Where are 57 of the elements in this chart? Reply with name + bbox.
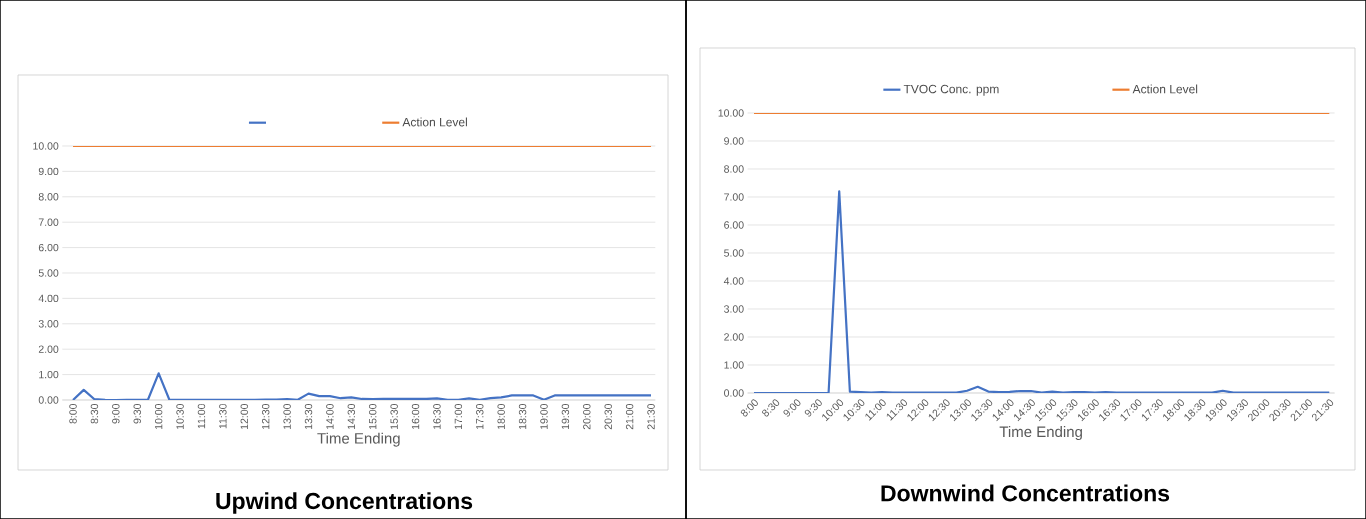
y-tick-label: 9.00: [38, 167, 59, 176]
x-tick-label: 17:00: [454, 403, 463, 429]
y-tick-label: 7.00: [724, 193, 744, 201]
y-tick-label: 3.00: [38, 320, 59, 328]
x-tick-label: 12:30: [261, 403, 270, 429]
y-tick-label: 0.00: [724, 389, 744, 397]
x-tick-label: 18:30: [518, 403, 527, 429]
x-tick-label: 21:00: [625, 403, 634, 430]
y-tick-label: 3.00: [724, 305, 744, 313]
x-tick-label: 11:30: [219, 403, 227, 429]
x-tick-label: 9:30: [133, 403, 141, 424]
x-tick-label: 9:00: [112, 403, 120, 424]
x-tick-label: 11:00: [197, 403, 206, 429]
x-tick-label: 15:00: [369, 403, 377, 429]
y-tick-label: 6.00: [38, 243, 59, 252]
y-tick-label: 6.00: [724, 221, 744, 229]
x-tick-label: 10:00: [154, 403, 163, 429]
x-tick-label: 16:00: [411, 403, 420, 429]
y-tick-label: 2.00: [724, 333, 744, 341]
y-tick-label: 9.00: [724, 137, 744, 145]
legend-label: Action Level: [1132, 84, 1198, 94]
y-tick-label: 5.00: [38, 269, 59, 277]
x-tick-label: 8:00: [69, 403, 77, 424]
y-tick-label: 8.00: [38, 193, 59, 201]
y-tick-label: 0.00: [38, 396, 59, 404]
x-tick-label: 13:00: [283, 403, 291, 429]
x-tick-label: 12:00: [240, 403, 248, 429]
x-tick-label: 14:00: [326, 403, 334, 429]
x-tick-label: 20:00: [583, 403, 591, 430]
y-tick-label: 4.00: [38, 294, 59, 303]
x-tick-label: 13:30: [304, 403, 313, 429]
y-tick-label: 4.00: [723, 277, 744, 285]
x-tick-label: 17:30: [476, 403, 484, 429]
y-tick-label: 7.00: [38, 218, 59, 226]
x-tick-label: 10:30: [176, 403, 184, 429]
x-tick-label: 19:30: [561, 403, 570, 429]
y-tick-label: 8.00: [724, 165, 744, 173]
y-tick-label: 10.00: [33, 142, 59, 150]
x-tick-label: 16:30: [433, 403, 441, 429]
x-tick-label: 18:00: [497, 403, 505, 429]
text: Upwind Concentrations: [216, 492, 473, 514]
legend-label: Action Level: [402, 117, 467, 127]
x-tick-label: 20:30: [604, 403, 612, 430]
x-tick-label: 19:00: [540, 403, 548, 429]
x-tick-label: 8:30: [90, 403, 99, 424]
y-tick-label: 2.00: [38, 345, 59, 353]
x-axis-title: Time Ending: [317, 432, 400, 447]
x-axis-title: Time Ending: [999, 426, 1082, 441]
y-tick-label: 1.00: [724, 361, 744, 369]
y-tick-label: 10.00: [718, 109, 744, 117]
x-tick-label: 15:30: [390, 403, 398, 429]
x-tick-label: 21:30: [647, 403, 655, 430]
x-tick-label: 14:30: [347, 403, 356, 429]
legend-label: TVOC Conc. ppm: [903, 84, 999, 96]
y-tick-label: 1.00: [39, 370, 59, 379]
y-tick-label: 5.00: [724, 249, 744, 257]
text: Downwind Concentrations: [881, 484, 1170, 502]
